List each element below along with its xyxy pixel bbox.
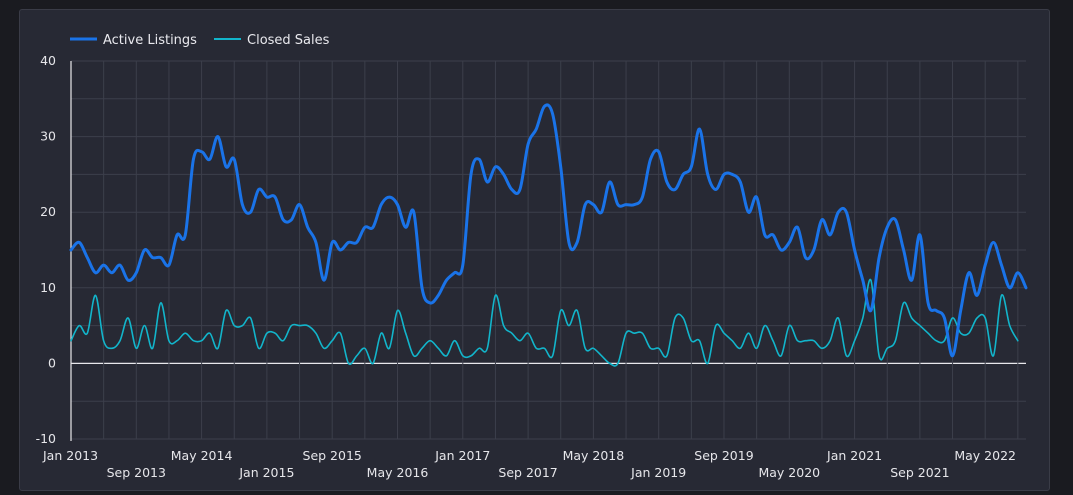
plot-lines: [69, 103, 1028, 367]
x-tick-label: May 2018: [563, 448, 625, 463]
x-tick-label: May 2016: [367, 465, 429, 480]
x-tick-label: May 2022: [954, 448, 1016, 463]
x-axis: Jan 2013 Sep 2013 May 2014 Jan 2015 Sep 2015…: [42, 448, 1016, 480]
y-tick-label: 20: [40, 204, 56, 219]
legend-label-closed-sales[interactable]: Closed Sales: [247, 33, 330, 48]
series-line-closed-sales[interactable]: [70, 278, 1019, 367]
y-tick-label: 0: [48, 355, 56, 370]
x-tick-label: Sep 2013: [107, 465, 166, 480]
x-tick-label: Jan 2021: [826, 448, 882, 463]
x-tick-label: Sep 2015: [303, 448, 362, 463]
x-tick-label: May 2020: [758, 465, 820, 480]
y-tick-label: 30: [40, 129, 56, 144]
x-tick-label: Sep 2017: [498, 465, 557, 480]
x-tick-label: Sep 2021: [890, 465, 949, 480]
y-tick-label: 40: [40, 53, 56, 68]
y-tick-label: 10: [40, 280, 56, 295]
x-tick-label: Jan 2017: [434, 448, 490, 463]
x-tick-label: May 2014: [171, 448, 233, 463]
y-tick-label: -10: [36, 431, 56, 446]
y-axis: -10 0 10 20 30 40: [36, 53, 56, 446]
legend-label-active-listings[interactable]: Active Listings: [103, 33, 197, 48]
grid-lines: [70, 60, 1026, 441]
x-tick-label: Jan 2019: [630, 465, 686, 480]
series-line-active-listings[interactable]: [69, 103, 1028, 358]
legend[interactable]: Active Listings Closed Sales: [70, 33, 330, 48]
x-tick-label: Sep 2019: [694, 448, 753, 463]
x-tick-label: Jan 2015: [238, 465, 294, 480]
x-tick-label: Jan 2013: [42, 448, 98, 463]
